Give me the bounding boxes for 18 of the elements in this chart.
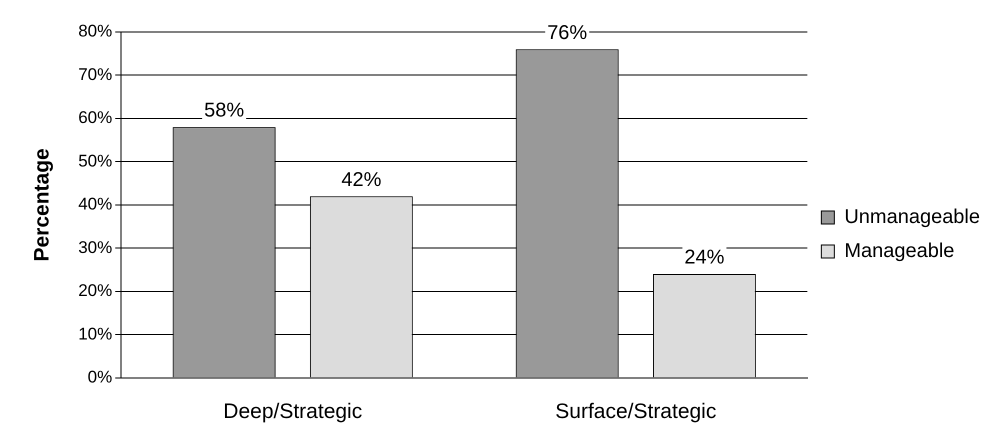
y-tick-label: 60% bbox=[78, 108, 112, 128]
y-axis-title: Percentage bbox=[30, 148, 54, 262]
x-tick-label: Deep/Strategic bbox=[223, 400, 362, 424]
data-label: 24% bbox=[684, 246, 725, 269]
data-label: 76% bbox=[547, 22, 588, 44]
y-tick-label: 20% bbox=[78, 281, 112, 300]
y-tick-label: 70% bbox=[78, 64, 112, 84]
y-tick-label: 30% bbox=[78, 238, 112, 257]
y-tick-label: 40% bbox=[78, 194, 112, 214]
legend-label: Unmanageable bbox=[844, 206, 980, 228]
x-tick-label: Surface/Strategic bbox=[555, 400, 716, 424]
data-label: 58% bbox=[204, 100, 244, 122]
y-tick-label: 0% bbox=[88, 367, 112, 386]
y-tick-label: 10% bbox=[78, 324, 112, 344]
y-tick-label: 80% bbox=[78, 22, 112, 41]
legend-label: Manageable bbox=[844, 240, 954, 262]
data-label: 42% bbox=[341, 168, 382, 191]
y-tick-label: 50% bbox=[78, 151, 112, 170]
